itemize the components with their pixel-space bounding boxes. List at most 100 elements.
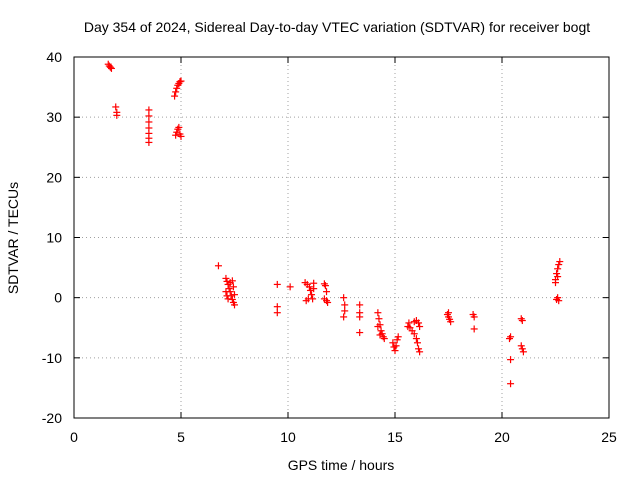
data-point <box>173 84 181 92</box>
x-tick-label: 5 <box>177 429 185 445</box>
y-tick-label: -20 <box>42 410 62 426</box>
data-point <box>391 347 399 355</box>
data-point <box>447 318 455 326</box>
data-point <box>470 325 478 333</box>
x-tick-label: 15 <box>387 429 403 445</box>
grid-lines <box>74 57 609 418</box>
data-point <box>223 277 231 285</box>
y-tick-label: 30 <box>46 109 62 125</box>
data-point <box>175 123 183 131</box>
data-point <box>222 274 230 282</box>
data-point <box>340 313 348 321</box>
data-point <box>552 279 559 287</box>
x-tick-label: 10 <box>280 429 296 445</box>
data-point <box>177 132 185 140</box>
data-point <box>507 380 515 388</box>
data-points <box>104 60 564 388</box>
x-tick-label: 25 <box>601 429 617 445</box>
data-point <box>113 111 121 119</box>
data-point <box>171 92 179 100</box>
data-point <box>356 301 364 309</box>
data-point <box>380 335 388 343</box>
data-point <box>112 103 120 111</box>
axis-ticks: 0 5 10 15 20 25 -20 -10 0 10 20 30 40 <box>42 49 617 445</box>
y-tick-label: 10 <box>46 230 62 246</box>
data-point <box>554 273 562 281</box>
data-point <box>389 339 397 347</box>
data-point <box>231 301 238 309</box>
data-point <box>553 270 561 278</box>
data-point <box>374 309 382 317</box>
data-point <box>410 330 418 338</box>
data-point <box>356 313 364 321</box>
data-point <box>416 348 424 356</box>
x-axis-label: GPS time / hours <box>288 457 395 473</box>
data-point <box>445 309 452 317</box>
data-point <box>554 265 562 273</box>
data-point <box>273 309 281 317</box>
data-point <box>412 335 420 343</box>
data-point <box>145 118 153 126</box>
y-tick-label: 20 <box>46 169 62 185</box>
data-point <box>392 342 400 350</box>
data-point <box>518 317 526 325</box>
data-point <box>394 333 402 341</box>
y-tick-label: -10 <box>42 350 62 366</box>
y-tick-label: 0 <box>54 290 62 306</box>
data-point <box>517 315 525 323</box>
chart-title: Day 354 of 2024, Sidereal Day-to-day VTE… <box>84 19 590 35</box>
data-point <box>223 292 231 300</box>
data-point <box>519 348 527 356</box>
data-point <box>377 327 385 335</box>
x-tick-label: 20 <box>494 429 510 445</box>
data-point <box>172 131 180 139</box>
data-point <box>176 78 184 86</box>
data-point <box>308 291 316 299</box>
data-point <box>416 323 424 331</box>
data-point <box>145 138 153 146</box>
data-point <box>556 258 564 266</box>
data-point <box>518 345 526 353</box>
data-point <box>177 77 185 85</box>
data-point <box>286 283 294 291</box>
y-tick-label: 40 <box>46 49 62 65</box>
data-point <box>393 336 401 344</box>
data-point <box>228 277 236 285</box>
data-point <box>555 261 563 269</box>
data-point <box>310 285 318 293</box>
data-point <box>225 285 233 293</box>
data-point <box>320 280 328 288</box>
data-point <box>340 294 348 302</box>
data-point <box>214 262 222 270</box>
data-point <box>145 106 153 114</box>
data-point <box>106 63 114 71</box>
data-point <box>555 297 563 305</box>
data-point <box>305 283 313 291</box>
data-point <box>374 323 382 331</box>
data-point <box>145 112 153 120</box>
data-point <box>405 319 413 327</box>
x-tick-label: 0 <box>70 429 78 445</box>
data-point <box>306 286 314 294</box>
data-point <box>273 280 281 288</box>
data-point <box>517 342 525 350</box>
data-point <box>228 295 236 303</box>
data-point <box>273 303 281 311</box>
data-point <box>554 294 562 302</box>
data-point <box>321 282 329 290</box>
data-point <box>229 283 237 291</box>
data-point <box>376 331 384 339</box>
data-point <box>222 288 230 296</box>
data-point <box>415 319 423 327</box>
data-point <box>356 329 364 337</box>
data-point <box>415 345 423 353</box>
data-point <box>224 295 232 303</box>
data-point <box>304 295 312 303</box>
data-point <box>375 315 383 323</box>
data-point <box>341 301 349 309</box>
data-point <box>324 298 332 306</box>
y-axis-label: SDTVAR / TECUs <box>5 182 21 294</box>
data-point <box>470 313 478 321</box>
data-point <box>507 356 515 364</box>
